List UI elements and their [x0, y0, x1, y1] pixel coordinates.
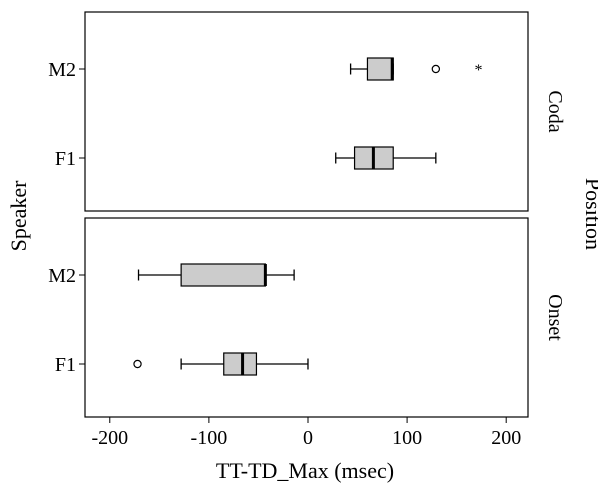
y-tick-label: M2	[48, 59, 76, 81]
outlier-star: *	[474, 62, 482, 79]
box-f1: F1	[55, 352, 309, 376]
panel-frame	[84, 11, 529, 212]
x-tick-label: -200	[91, 427, 128, 449]
x-axis-title: TT-TD_Max (msec)	[216, 458, 394, 483]
box-iqr	[223, 352, 258, 376]
y-tick-label: M2	[48, 265, 76, 287]
x-tick-label: 100	[392, 427, 422, 449]
panels: Coda M2 * F1 Onset M2 F1	[48, 11, 566, 418]
y-axis-title: Speaker	[6, 180, 31, 252]
panel-coda: Coda M2 * F1	[48, 11, 566, 212]
box-m2: M2 *	[48, 57, 482, 81]
x-axis: -200 -100 0 100 200	[91, 417, 521, 449]
box-iqr	[366, 57, 394, 81]
y-tick-label: F1	[55, 354, 76, 376]
panel-onset: Onset M2 F1	[48, 217, 566, 418]
x-tick-label: -100	[191, 427, 228, 449]
box-iqr	[180, 263, 266, 287]
facet-axis-title: Position	[581, 178, 598, 250]
outlier-circle	[133, 359, 142, 369]
x-tick-label: 200	[491, 427, 521, 449]
outlier-circle	[431, 64, 441, 74]
panel-label: Onset	[544, 294, 566, 341]
panel-frame	[84, 217, 529, 418]
y-tick-label: F1	[55, 148, 76, 170]
panel-label: Coda	[544, 90, 566, 132]
box-f1: F1	[55, 146, 437, 170]
x-tick-label: 0	[303, 427, 313, 449]
box-m2: M2	[48, 263, 295, 287]
